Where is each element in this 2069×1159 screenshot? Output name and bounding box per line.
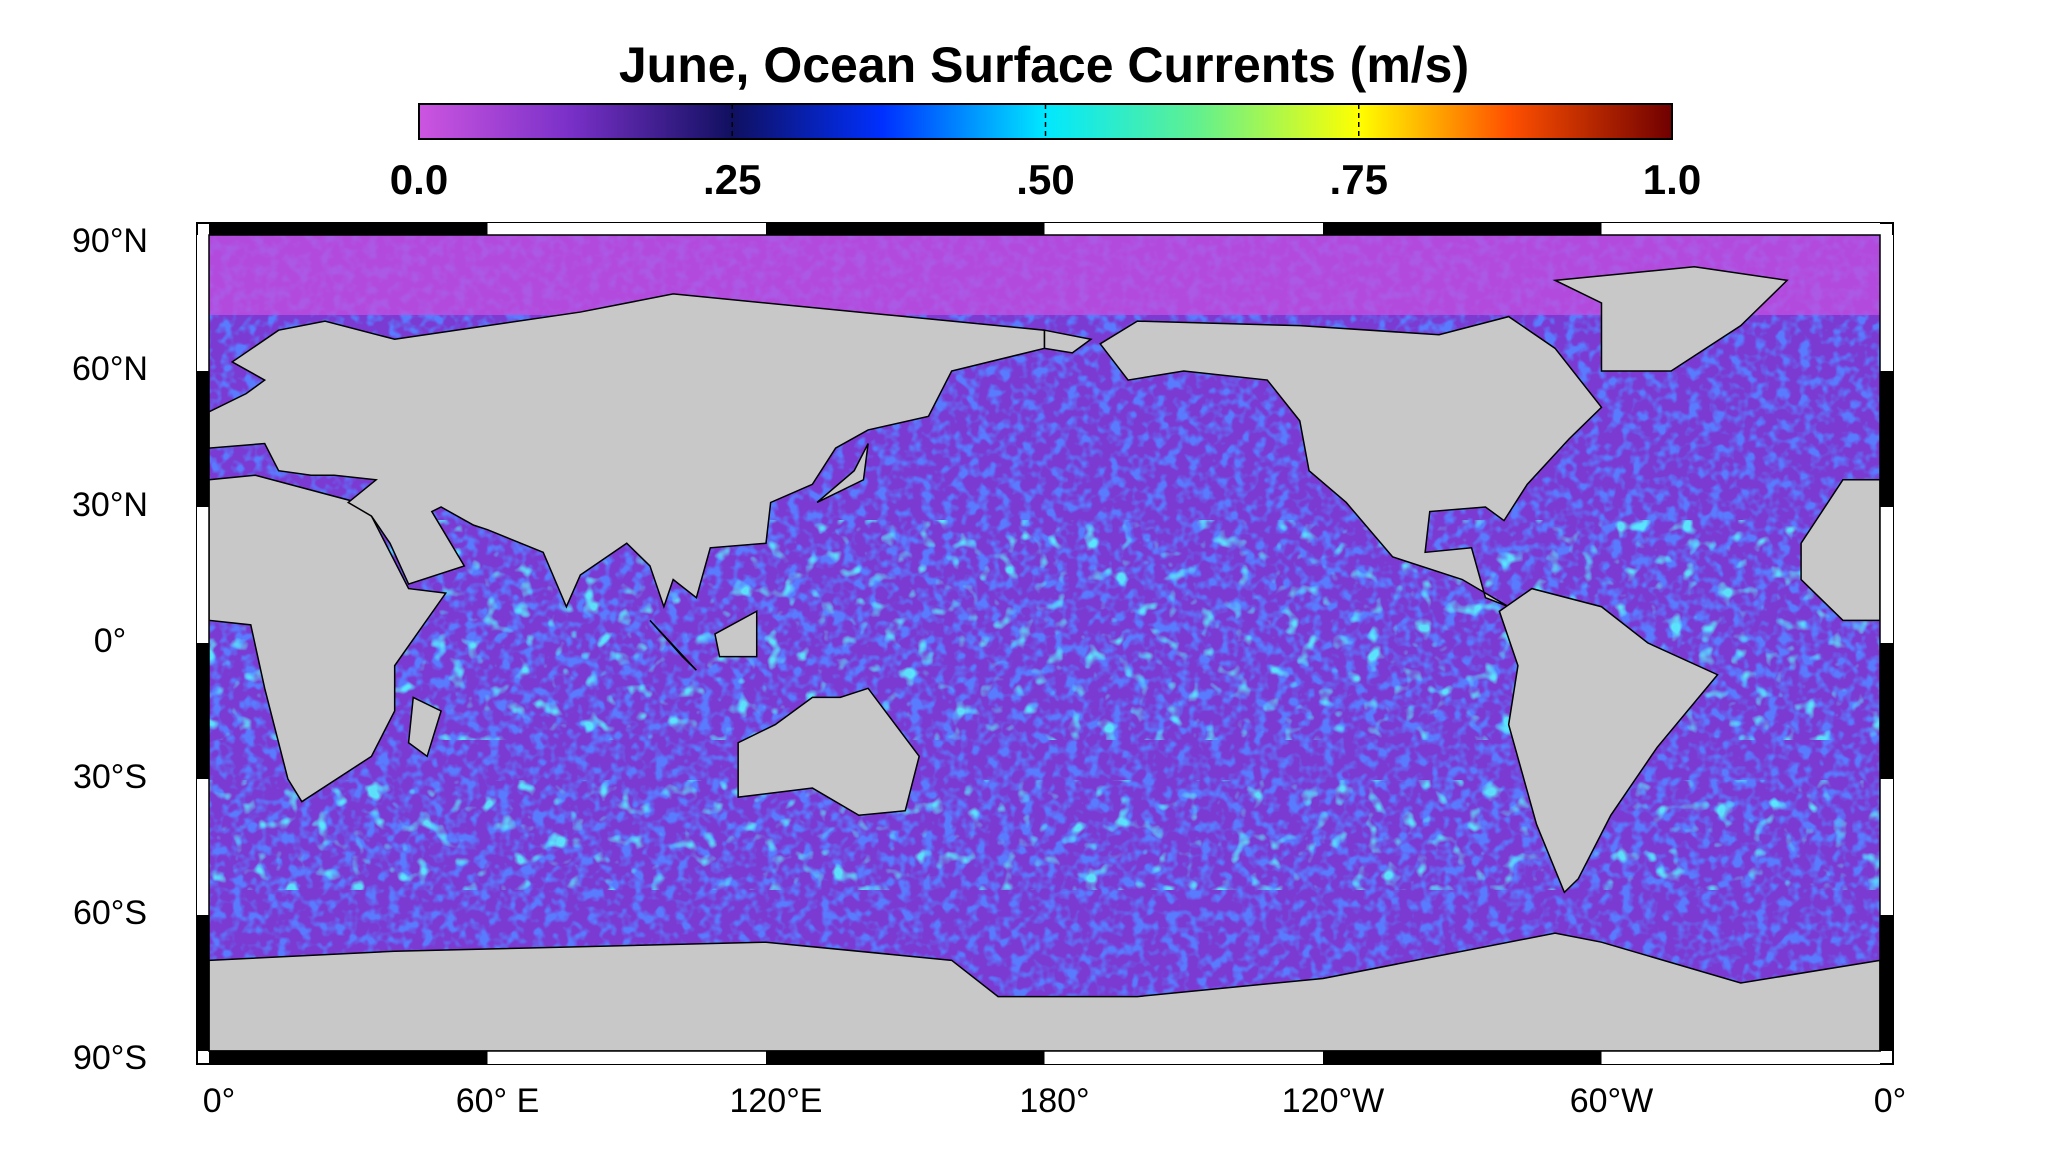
frame-bar	[197, 915, 209, 1051]
landmass	[1552, 265, 1789, 372]
colorbar-tick-label: 1.0	[1643, 156, 1701, 203]
colorbar-tick-label: .50	[1016, 156, 1074, 203]
frame-bar	[766, 1051, 1045, 1064]
frame-bar	[1323, 1051, 1602, 1064]
lat-label: 30°S	[73, 758, 147, 796]
frame-bar	[209, 223, 488, 235]
frame-bar	[766, 223, 1045, 235]
frame-bar	[1880, 779, 1893, 915]
landmass	[1043, 329, 1093, 354]
frame-bar	[1601, 223, 1880, 235]
frame-bar	[209, 1051, 488, 1064]
frame-bar	[1323, 223, 1602, 235]
lon-label: 60° E	[456, 1082, 540, 1120]
frame-bar	[1880, 371, 1893, 507]
landmass	[649, 619, 697, 671]
colorbar-tick-label: .75	[1330, 156, 1388, 203]
lon-label: 120°W	[1282, 1082, 1384, 1120]
lon-label: 0°	[1874, 1082, 1907, 1120]
frame-bar	[197, 371, 209, 507]
frame-bar	[1880, 643, 1893, 779]
lat-label: 90°S	[73, 1039, 147, 1077]
frame-bar	[1044, 1051, 1323, 1064]
lat-label: 0°	[94, 622, 127, 660]
frame-bar	[1880, 235, 1893, 371]
colorbar-ticks: 0.0 .25 .50 .75 1.0	[390, 104, 1701, 203]
lat-label: 60°S	[73, 894, 147, 932]
landmass	[1498, 587, 1719, 894]
lat-label: 30°N	[72, 486, 148, 524]
frame-bar	[1601, 1051, 1880, 1064]
circumpolar-current	[209, 780, 1880, 890]
frame-bar	[197, 643, 209, 779]
lon-label: 60°W	[1570, 1082, 1654, 1120]
landmass	[737, 687, 920, 817]
colorbar-tick-label: 0.0	[390, 156, 448, 203]
landmass	[208, 293, 1046, 610]
frame-bar	[197, 779, 209, 915]
colorbar-tick-label: .25	[703, 156, 761, 203]
frame-bar	[197, 235, 209, 371]
lon-label: 0°	[203, 1082, 236, 1120]
frame-bar	[487, 1051, 766, 1064]
landmass	[407, 696, 442, 758]
land	[208, 265, 1881, 1052]
lat-label: 90°N	[72, 222, 148, 260]
landmass	[714, 610, 758, 658]
frame-bar	[197, 507, 209, 643]
lat-label: 60°N	[72, 350, 148, 388]
lon-label: 180°	[1019, 1082, 1089, 1120]
frame-bar	[1044, 223, 1323, 235]
frame-bar	[487, 223, 766, 235]
lon-label: 120°E	[729, 1082, 822, 1120]
frame-bar	[1880, 915, 1893, 1051]
landmass	[1099, 315, 1603, 608]
frame-bar	[1880, 507, 1893, 643]
landmass	[816, 443, 869, 504]
axes: 90°N 60°N 30°N 0° 30°S 60°S 90°S 0° 60° E 120°E 18…	[72, 222, 1906, 1120]
title: June, Ocean Surface Currents (m/s)	[619, 37, 1469, 93]
map-border	[208, 234, 1881, 1052]
